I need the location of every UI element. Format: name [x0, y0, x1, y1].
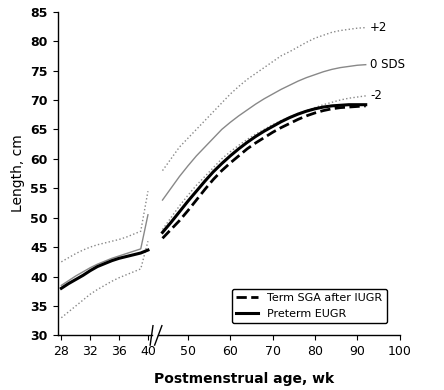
Text: Postmenstrual age, wk: Postmenstrual age, wk	[154, 372, 334, 386]
Y-axis label: Length, cm: Length, cm	[11, 135, 25, 213]
Text: -2: -2	[370, 89, 382, 102]
Text: +2: +2	[370, 21, 387, 34]
Legend: Term SGA after IUGR, Preterm EUGR: Term SGA after IUGR, Preterm EUGR	[232, 289, 387, 323]
Text: 0 SDS: 0 SDS	[370, 58, 405, 71]
